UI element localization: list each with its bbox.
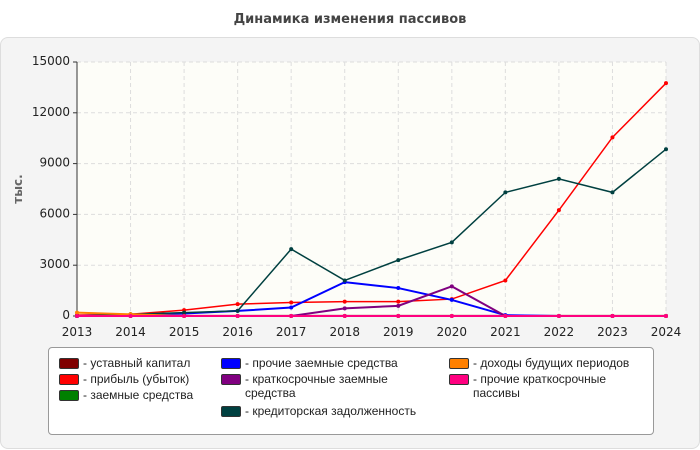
data-point — [449, 297, 454, 302]
data-point — [503, 278, 508, 283]
legend-item: - кредиторская задолженность — [221, 404, 431, 418]
legend-swatch — [449, 358, 469, 369]
data-point — [503, 314, 508, 318]
x-tick-label: 2019 — [383, 325, 414, 339]
x-tick-label: 2016 — [222, 325, 253, 339]
legend: - уставный капитал - прибыль (убыток) - за… — [48, 347, 654, 435]
data-point — [342, 299, 347, 304]
x-tick-label: 2023 — [597, 325, 628, 339]
data-point — [342, 314, 347, 318]
data-point — [610, 314, 615, 318]
x-tick-label: 2022 — [544, 325, 575, 339]
data-point — [128, 314, 133, 318]
legend-item: - краткосрочные заемные средства — [221, 372, 431, 400]
data-point — [396, 286, 401, 291]
series-line — [76, 148, 667, 317]
y-tick-label: 3000 — [39, 257, 70, 271]
y-tick-label: 9000 — [39, 156, 70, 170]
data-point — [449, 240, 454, 245]
data-point — [342, 278, 347, 283]
data-point — [289, 314, 294, 318]
legend-label: - кредиторская задолженность — [245, 404, 417, 418]
legend-swatch — [221, 374, 241, 385]
data-point — [396, 258, 401, 263]
legend-item: - прочие краткосрочные пассивы — [449, 372, 645, 400]
data-point — [235, 302, 240, 307]
legend-item: - прочие заемные средства — [221, 356, 431, 370]
data-point — [610, 190, 615, 195]
legend-label: - прибыль (убыток) — [83, 372, 190, 386]
plot-area — [77, 62, 666, 316]
x-tick-label: 2020 — [437, 325, 468, 339]
data-point — [182, 314, 187, 318]
legend-swatch — [449, 374, 469, 385]
legend-label: - прочие краткосрочные пассивы — [473, 372, 607, 400]
data-point — [396, 299, 401, 304]
x-tick-label: 2013 — [62, 325, 93, 339]
data-point — [75, 310, 79, 315]
data-point — [503, 190, 508, 195]
data-point — [289, 305, 294, 310]
legend-item: - уставный капитал — [59, 356, 209, 370]
legend-item: - прибыль (убыток) — [59, 372, 209, 386]
data-point — [556, 314, 561, 318]
data-point — [235, 308, 240, 313]
data-point — [610, 135, 615, 140]
y-tick-label: 15000 — [32, 54, 70, 68]
data-point — [75, 314, 79, 318]
data-point — [289, 300, 294, 305]
y-tick-label: 6000 — [39, 206, 70, 220]
data-point — [664, 314, 668, 318]
x-tick-label: 2017 — [276, 325, 307, 339]
data-point — [235, 314, 240, 318]
legend-swatch — [221, 358, 241, 369]
legend-swatch — [59, 390, 79, 401]
data-point — [182, 310, 187, 315]
y-tick-label: 0 — [62, 308, 70, 322]
legend-label: - уставный капитал — [83, 356, 191, 370]
data-point — [396, 314, 401, 318]
legend-swatch — [59, 358, 79, 369]
series-line — [76, 82, 667, 316]
legend-item: - заемные средства — [59, 388, 209, 402]
data-point — [664, 81, 668, 86]
data-point — [556, 208, 561, 213]
legend-label: - прочие заемные средства — [245, 356, 398, 370]
data-point — [342, 306, 347, 311]
data-point — [449, 314, 454, 318]
x-tick-label: 2018 — [329, 325, 360, 339]
legend-swatch — [221, 406, 241, 417]
x-tick-label: 2021 — [490, 325, 521, 339]
legend-label: - доходы будущих периодов — [473, 356, 630, 370]
legend-label: - заемные средства — [83, 388, 194, 402]
legend-label: - краткосрочные заемные средства — [245, 372, 388, 400]
y-axis-label: тыс. — [11, 174, 25, 203]
chart-title: Динамика изменения пассивов — [233, 12, 467, 27]
x-tick-label: 2015 — [169, 325, 200, 339]
legend-swatch — [59, 374, 79, 385]
data-point — [396, 303, 401, 308]
y-tick-label: 12000 — [32, 105, 70, 119]
data-point — [664, 147, 668, 152]
data-point — [449, 284, 454, 289]
x-tick-label: 2014 — [115, 325, 146, 339]
data-point — [289, 247, 294, 252]
x-tick-label: 2024 — [651, 325, 682, 339]
data-point — [556, 176, 561, 181]
legend-item: - доходы будущих периодов — [449, 356, 645, 370]
